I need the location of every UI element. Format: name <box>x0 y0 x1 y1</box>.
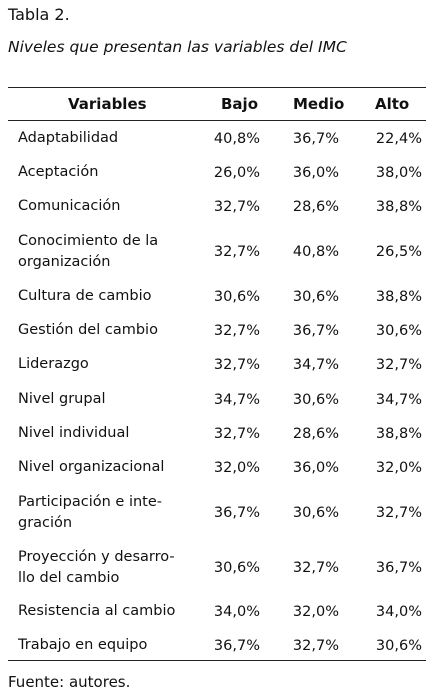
table-row: Cultura de cambio 30,6% 30,6% 38,8% <box>8 286 426 308</box>
value-medio: 32,7% <box>292 560 339 576</box>
row-label: Resistencia al cambio <box>18 603 176 619</box>
row-label: Conocimiento de la organización <box>18 233 159 270</box>
value-bajo: 32,0% <box>213 460 260 476</box>
value-alto: 26,5% <box>375 244 422 260</box>
row-label: Aceptación <box>18 164 99 180</box>
table-bottom-rule <box>8 660 426 661</box>
table-source: Fuente: autores. <box>8 673 131 691</box>
value-medio: 32,7% <box>292 638 339 654</box>
value-alto: 38,0% <box>375 165 422 181</box>
header-bajo: Bajo <box>221 95 259 113</box>
table-header-row: Variables Bajo Medio Alto <box>8 88 426 120</box>
value-alto: 34,7% <box>375 392 422 408</box>
value-alto: 34,0% <box>375 604 422 620</box>
header-alto: Alto <box>375 95 410 113</box>
table-row: Comunicación 32,7% 28,6% 38,8% <box>8 196 426 218</box>
table-top-rule <box>8 87 426 88</box>
value-medio: 36,0% <box>292 460 339 476</box>
value-bajo: 34,0% <box>213 604 260 620</box>
value-alto: 36,7% <box>375 560 422 576</box>
row-label: Adaptabilidad <box>18 130 119 146</box>
header-medio: Medio <box>293 95 345 113</box>
value-alto: 22,4% <box>375 131 422 147</box>
value-bajo: 30,6% <box>213 289 260 305</box>
table-row: Liderazgo 32,7% 34,7% 32,7% <box>8 354 426 376</box>
row-label: Participación e inte-gración <box>18 494 163 531</box>
table-row: Proyección y desarro-llo del cambio 30,6… <box>8 547 426 589</box>
value-alto: 30,6% <box>375 323 422 339</box>
row-label: Gestión del cambio <box>18 322 158 338</box>
value-alto: 32,7% <box>375 357 422 373</box>
row-label: Cultura de cambio <box>18 288 152 304</box>
value-medio: 30,6% <box>292 505 339 521</box>
value-bajo: 26,0% <box>213 165 260 181</box>
row-label: Trabajo en equipo <box>18 637 148 653</box>
value-bajo: 32,7% <box>213 244 260 260</box>
value-medio: 30,6% <box>292 289 339 305</box>
value-medio: 32,0% <box>292 604 339 620</box>
value-bajo: 32,7% <box>213 199 260 215</box>
table-row: Aceptación 26,0% 36,0% 38,0% <box>8 162 426 184</box>
row-label: Comunicación <box>18 198 121 214</box>
value-medio: 28,6% <box>292 426 339 442</box>
table-row: Nivel grupal 34,7% 30,6% 34,7% <box>8 389 426 411</box>
table-row: Nivel individual 32,7% 28,6% 38,8% <box>8 423 426 445</box>
value-alto: 38,8% <box>375 426 422 442</box>
value-medio: 36,0% <box>292 165 339 181</box>
table-header-rule <box>8 120 426 121</box>
header-variables: Variables <box>68 95 147 113</box>
value-alto: 38,8% <box>375 289 422 305</box>
row-label: Nivel organizacional <box>18 459 165 475</box>
table-number: Tabla 2. <box>8 5 70 24</box>
table-row: Conocimiento de la organización 32,7% 40… <box>8 231 426 273</box>
value-medio: 36,7% <box>292 323 339 339</box>
value-alto: 32,0% <box>375 460 422 476</box>
value-alto: 30,6% <box>375 638 422 654</box>
value-bajo: 32,7% <box>213 323 260 339</box>
value-medio: 28,6% <box>292 199 339 215</box>
value-bajo: 40,8% <box>213 131 260 147</box>
table-row: Resistencia al cambio 34,0% 32,0% 34,0% <box>8 601 426 623</box>
table-row: Participación e inte-gración 36,7% 30,6%… <box>8 492 426 534</box>
row-label: Proyección y desarro-llo del cambio <box>18 549 175 586</box>
table-row: Trabajo en equipo 36,7% 32,7% 30,6% <box>8 635 426 657</box>
value-bajo: 36,7% <box>213 638 260 654</box>
table-caption: Niveles que presentan las variables del … <box>8 38 347 56</box>
table-row: Gestión del cambio 32,7% 36,7% 30,6% <box>8 320 426 342</box>
value-medio: 30,6% <box>292 392 339 408</box>
table-row: Nivel organizacional 32,0% 36,0% 32,0% <box>8 457 426 479</box>
value-medio: 36,7% <box>292 131 339 147</box>
value-bajo: 34,7% <box>213 392 260 408</box>
value-bajo: 32,7% <box>213 426 260 442</box>
value-bajo: 32,7% <box>213 357 260 373</box>
value-alto: 38,8% <box>375 199 422 215</box>
value-medio: 34,7% <box>292 357 339 373</box>
row-label: Nivel grupal <box>18 391 106 407</box>
value-alto: 32,7% <box>375 505 422 521</box>
value-medio: 40,8% <box>292 244 339 260</box>
row-label: Liderazgo <box>18 356 89 372</box>
row-label: Nivel individual <box>18 425 130 441</box>
value-bajo: 30,6% <box>213 560 260 576</box>
table-row: Adaptabilidad 40,8% 36,7% 22,4% <box>8 128 426 150</box>
value-bajo: 36,7% <box>213 505 260 521</box>
